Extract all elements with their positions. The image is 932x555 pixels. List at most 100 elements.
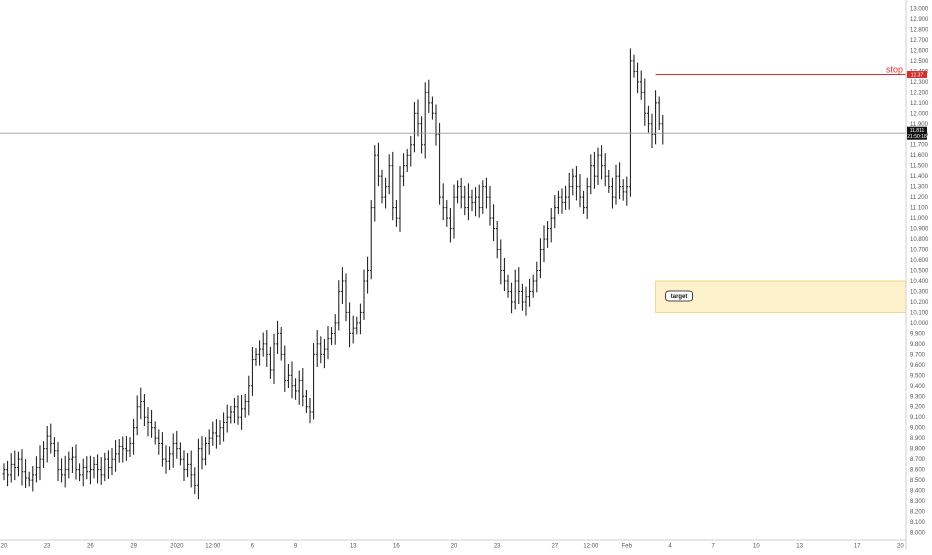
y-tick-label: 9.100	[910, 415, 926, 421]
ohlc-bar	[287, 363, 290, 389]
ohlc-bar	[420, 116, 423, 154]
x-tick-label: 13	[350, 544, 357, 550]
ohlc-bar	[456, 180, 459, 204]
ohlc-bar	[297, 370, 301, 405]
ohlc-bar	[524, 286, 528, 316]
y-tick-label: 10.900	[910, 227, 929, 233]
ohlc-bar	[427, 79, 431, 113]
y-tick-label: 8.300	[910, 499, 926, 505]
x-tick-label: 12:00	[583, 544, 599, 550]
ohlc-bar	[499, 239, 503, 285]
ohlc-bar	[276, 320, 279, 354]
ohlc-bar	[2, 463, 6, 481]
ohlc-bar	[398, 166, 402, 232]
ohlc-bar	[114, 440, 117, 472]
ohlc-bar	[265, 330, 269, 367]
y-tick-label: 12.200	[910, 90, 929, 96]
y-tick-label: 12.600	[910, 48, 929, 54]
ohlc-bar	[294, 378, 297, 400]
lines-layer: stop	[0, 65, 906, 134]
bars-layer	[2, 48, 665, 500]
ohlc-bar	[251, 347, 254, 396]
ohlc-bar	[377, 142, 380, 187]
ohlc-bar	[258, 340, 261, 366]
ohlc-bar	[459, 177, 463, 209]
ohlc-bar	[503, 257, 506, 292]
ohlc-bar	[632, 54, 636, 78]
y-tick-label: 8.700	[910, 457, 926, 463]
ohlc-bar	[243, 393, 247, 418]
ohlc-bar	[657, 96, 661, 131]
ohlc-bar	[103, 452, 107, 482]
y-tick-label: 10.500	[910, 269, 929, 275]
ohlc-bar	[553, 195, 557, 229]
y-tick-label: 9.800	[910, 342, 926, 348]
ohlc-bar	[182, 450, 186, 481]
ohlc-bar	[629, 48, 632, 197]
ohlc-bar	[413, 101, 416, 153]
last-price-countdown: 21:50:18	[907, 134, 927, 140]
ohlc-bar	[395, 200, 398, 227]
y-tick-label: 11.600	[910, 153, 929, 159]
x-tick-label: 16	[393, 544, 400, 550]
x-tick-label: Feb	[622, 544, 633, 550]
y-tick-label: 8.000	[910, 531, 926, 537]
ohlc-bar	[305, 389, 308, 414]
ohlc-bar	[247, 375, 251, 416]
ohlc-bar	[589, 154, 593, 195]
ohlc-bar	[517, 267, 521, 305]
ohlc-bar	[481, 180, 485, 214]
ohlc-bar	[463, 185, 467, 216]
ohlc-bar	[233, 397, 236, 424]
ohlc-bar	[269, 346, 272, 379]
ohlc-bar	[488, 185, 492, 226]
ohlc-bar	[200, 436, 204, 470]
ohlc-bar	[13, 450, 17, 481]
ohlc-bar	[621, 179, 625, 201]
ohlc-bar	[596, 147, 600, 185]
y-tick-label: 11.900	[910, 122, 929, 128]
ohlc-bar	[128, 437, 132, 458]
ohlc-bar	[452, 184, 456, 239]
y-tick-label: 12.000	[910, 111, 929, 117]
y-tick-label: 11.100	[910, 206, 929, 212]
y-tick-label: 11.500	[910, 164, 929, 170]
ohlc-bar	[492, 204, 495, 242]
ohlc-bar	[117, 439, 121, 463]
y-tick-label: 8.500	[910, 478, 926, 484]
ohlc-bar	[92, 456, 96, 479]
ohlc-bar	[639, 70, 643, 100]
ohlc-bar	[179, 442, 182, 466]
ohlc-bar	[506, 274, 510, 298]
ohlc-bar	[373, 145, 377, 222]
stop-price-badge-text: 12.37	[911, 73, 924, 79]
y-tick-label: 9.900	[910, 331, 926, 337]
ohlc-bar	[125, 436, 128, 461]
y-tick-label: 10.800	[910, 237, 929, 243]
ohlc-bar	[434, 104, 438, 146]
y-tick-label: 10.000	[910, 321, 929, 327]
ohlc-bar	[438, 122, 441, 205]
ohlc-bar	[387, 154, 391, 195]
ohlc-bar	[312, 343, 315, 420]
ohlc-bar	[470, 189, 474, 212]
ohlc-bar	[582, 190, 585, 214]
ohlc-bar	[153, 421, 157, 445]
last-price-badge	[907, 126, 927, 140]
y-tick-label: 11.300	[910, 185, 929, 191]
ohlc-bar	[405, 148, 409, 172]
ohlc-bar	[661, 114, 665, 145]
ohlc-bar	[611, 177, 614, 209]
ohlc-bar	[308, 397, 312, 424]
ohlc-bar	[175, 430, 179, 459]
y-tick-label: 12.900	[910, 17, 929, 23]
y-tick-label: 10.600	[910, 258, 929, 264]
ohlc-bar	[585, 177, 589, 219]
ohlc-bar	[254, 348, 258, 366]
ohlc-bar	[146, 407, 150, 437]
ohlc-bar	[575, 166, 578, 201]
ohlc-bar	[348, 302, 351, 348]
y-tick-label: 9.200	[910, 405, 926, 411]
ohlc-bar	[211, 421, 215, 446]
ohlc-bar	[110, 447, 114, 476]
